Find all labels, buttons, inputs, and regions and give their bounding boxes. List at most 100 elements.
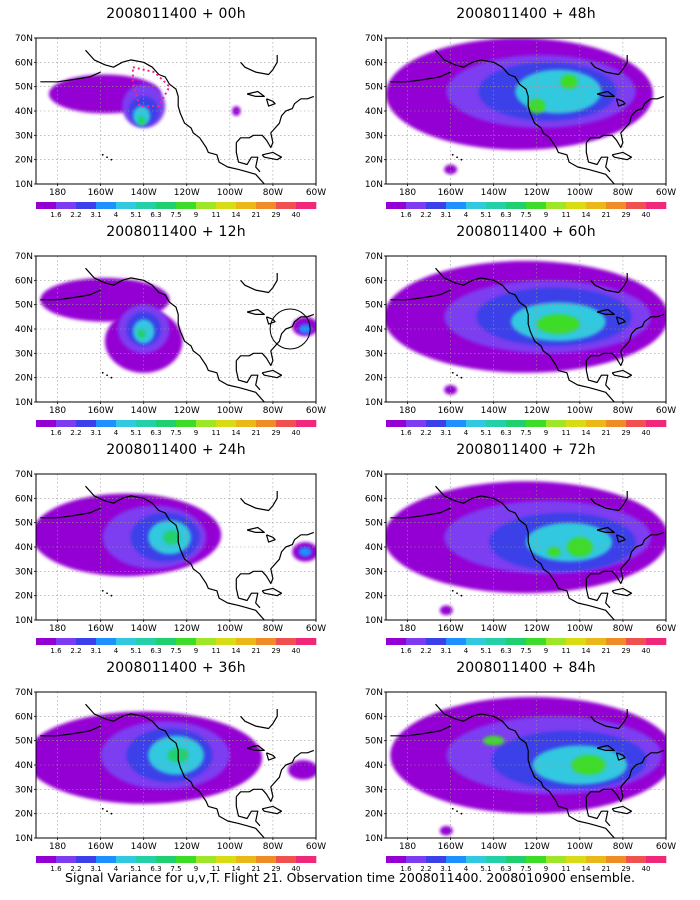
colorbar-label: 14 (232, 647, 241, 655)
colorbar-swatch (406, 420, 427, 427)
colorbar-swatch (156, 420, 177, 427)
colorbar-swatch (606, 202, 627, 209)
great-lake (596, 526, 615, 534)
lat-tick-label: 70N (365, 688, 383, 698)
colorbar-swatch (446, 638, 467, 645)
variance-field (36, 711, 316, 804)
colorbar-label: 21 (602, 211, 611, 219)
map-panel: 2008011400 + 72h 70N 60N 50N 40N 30N 20N 10N 180… (350, 442, 680, 656)
lat-tick-label: 10N (365, 180, 383, 190)
lon-tick-label: 100W (567, 188, 593, 198)
colorbar-label: 11 (212, 429, 221, 437)
colorbar-label: 4 (114, 429, 119, 437)
colorbar-label: 5.1 (480, 865, 491, 873)
colorbar-swatch (136, 202, 157, 209)
colorbar-swatch (586, 202, 607, 209)
colorbar-label: 4 (114, 647, 119, 655)
colorbar-label: 2.2 (420, 211, 431, 219)
colorbar-label: 29 (622, 429, 631, 437)
panel-title: 2008011400 + 48h (456, 6, 596, 22)
coastlines (40, 703, 315, 838)
lon-tick-label: 180 (399, 406, 416, 416)
colorbar-swatch (36, 420, 57, 427)
grid (386, 38, 666, 184)
coastline (240, 273, 278, 294)
colorbar-swatch (626, 420, 647, 427)
colorbar-swatch (176, 202, 197, 209)
hawaii-island (451, 153, 454, 156)
caribbean-island (611, 805, 633, 815)
coastline (235, 95, 315, 149)
colorbar-swatch (386, 420, 407, 427)
hawaii-island (451, 589, 454, 592)
lat-tick-label: 60N (15, 494, 33, 504)
lat-tick-label: 70N (15, 470, 33, 480)
lon-tick-label: 60W (306, 406, 326, 416)
great-lake (265, 534, 276, 543)
coastline (240, 709, 278, 730)
great-lake (246, 90, 265, 98)
grid (36, 692, 316, 838)
colorbar-swatch (526, 856, 547, 863)
lon-tick-label: 60W (306, 188, 326, 198)
map-svg: 70N 60N 50N 40N 30N 20N 10N 180 160W 140W 120W 100W… (365, 470, 676, 655)
panel-title: 2008011400 + 12h (106, 224, 246, 240)
hawaii-island (106, 156, 108, 159)
coastlines (40, 485, 315, 620)
colorbar-label: 7.5 (520, 647, 531, 655)
colorbar-label: 14 (582, 429, 591, 437)
coastline (585, 142, 611, 173)
colorbar-swatch (546, 202, 567, 209)
colorbar-label: 29 (272, 429, 281, 437)
lat-tick-label: 50N (365, 301, 383, 311)
colorbar-swatch (196, 202, 217, 209)
hawaii-island (110, 594, 113, 597)
map-svg: 70N 60N 50N 40N 30N 20N 10N 180 160W 140W 120W 100W… (15, 34, 326, 219)
colorbar-swatch (56, 420, 77, 427)
colorbar-swatch (56, 202, 77, 209)
lon-tick-label: 140W (481, 624, 507, 634)
hawaii-island (456, 374, 458, 377)
colorbar-swatch (116, 638, 137, 645)
colorbar-label: 1.6 (50, 211, 62, 219)
colorbar-label: 21 (602, 647, 611, 655)
colorbar-label: 1.6 (400, 647, 412, 655)
colorbar-swatch (486, 856, 507, 863)
colorbar-label: 3.1 (90, 647, 101, 655)
lat-tick-label: 50N (15, 519, 33, 529)
coastline (590, 709, 628, 730)
lon-tick-label: 180 (49, 624, 66, 634)
colorbar-label: 21 (252, 429, 261, 437)
colorbar-swatch (276, 420, 297, 427)
colorbar-swatch (136, 420, 157, 427)
coastline (235, 531, 315, 585)
colorbar-swatch (646, 202, 667, 209)
colorbar-label: 9 (544, 865, 548, 873)
colorbar-label: 4 (464, 211, 469, 219)
caribbean-island (261, 587, 283, 597)
colorbar-label: 6.3 (150, 865, 161, 873)
coastline (585, 531, 665, 585)
colorbar-swatch (606, 420, 627, 427)
panel-title: 2008011400 + 24h (106, 442, 246, 458)
colorbar-swatch (626, 638, 647, 645)
hawaii-island (460, 376, 463, 379)
caribbean-island (611, 587, 633, 597)
lon-tick-label: 100W (567, 842, 593, 852)
variance-contour (163, 529, 181, 545)
lon-tick-label: 120W (524, 188, 550, 198)
panel-title: 2008011400 + 60h (456, 224, 596, 240)
colorbar-label: 9 (194, 865, 198, 873)
coastline (390, 289, 451, 301)
lat-tick-label: 10N (365, 398, 383, 408)
coastline (85, 267, 266, 402)
colorbar-swatch (236, 420, 257, 427)
caribbean-island (611, 369, 633, 379)
lon-tick-label: 140W (481, 842, 507, 852)
colorbar-label: 6.3 (150, 211, 161, 219)
colorbar-label: 29 (622, 865, 631, 873)
map-panel: 2008011400 + 12h 70N 60N 50N 40N 30N 20N 10N 180… (0, 224, 330, 438)
lat-tick-label: 40N (365, 107, 383, 117)
lon-tick-label: 140W (131, 624, 157, 634)
lat-tick-label: 30N (365, 131, 383, 141)
